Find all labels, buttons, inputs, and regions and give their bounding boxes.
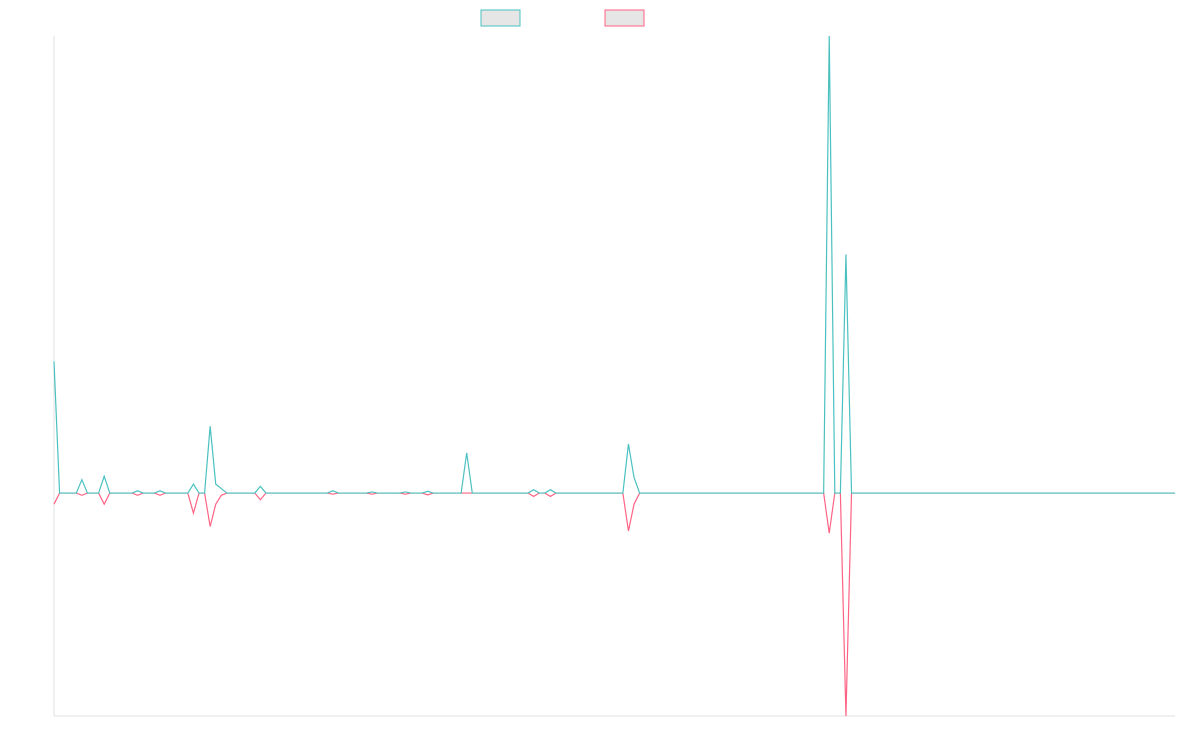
legend — [480, 9, 645, 27]
series-layer — [53, 35, 1175, 717]
legend-swatch-series-b[interactable] — [604, 9, 645, 27]
series-b-line — [53, 492, 1175, 717]
axes — [53, 36, 1175, 717]
series-a-line — [53, 35, 1175, 494]
legend-swatch-series-a[interactable] — [480, 9, 521, 27]
